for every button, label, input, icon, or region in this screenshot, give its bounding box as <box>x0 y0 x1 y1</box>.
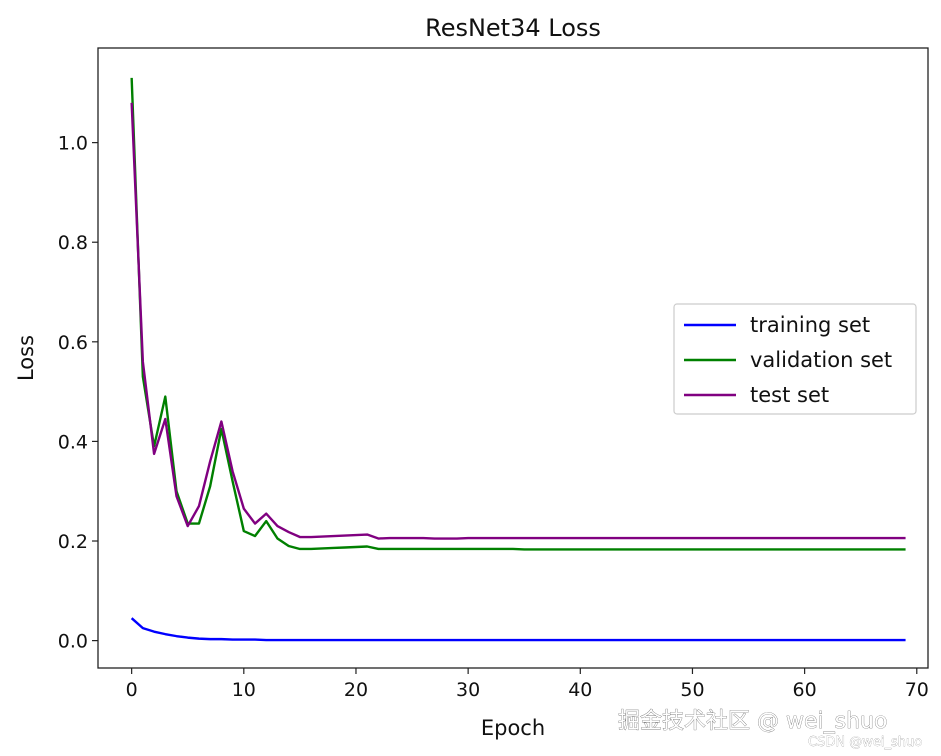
legend: training set validation set test set <box>673 303 917 415</box>
y-tick-label: 0.2 <box>58 531 88 553</box>
x-tick-label: 30 <box>456 679 480 701</box>
series-line-validation-set <box>130 77 906 551</box>
legend-label: validation set <box>750 348 892 372</box>
x-tick-label: 50 <box>680 679 704 701</box>
series-lines <box>130 77 906 642</box>
series-line-training-set <box>130 617 906 642</box>
series-line-test-set <box>130 102 906 540</box>
watermark-csdn: CSDN @wei_shuo <box>808 735 922 750</box>
y-tick-label: 0.0 <box>58 631 88 653</box>
x-axis-ticks: 0 10 20 30 40 50 60 70 <box>126 668 929 701</box>
y-tick-label: 1.0 <box>58 133 88 155</box>
chart-title: ResNet34 Loss <box>425 14 601 42</box>
x-tick-label: 60 <box>793 679 817 701</box>
y-tick-label: 0.6 <box>58 332 88 354</box>
y-tick-label: 0.8 <box>58 232 88 254</box>
legend-label: test set <box>750 383 829 407</box>
y-axis-ticks: 0.0 0.2 0.4 0.6 0.8 1.0 <box>58 133 98 653</box>
x-tick-label: 70 <box>905 679 929 701</box>
y-tick-label: 0.4 <box>58 431 88 453</box>
legend-box <box>673 303 917 415</box>
x-axis-label: Epoch <box>481 716 545 740</box>
x-tick-label: 10 <box>232 679 256 701</box>
watermark-main: 掘金技术社区 @ wei_shuo <box>618 709 887 734</box>
x-tick-label: 0 <box>126 679 138 701</box>
x-tick-label: 40 <box>568 679 592 701</box>
plot-frame <box>97 47 929 669</box>
legend-label: training set <box>750 313 870 337</box>
x-tick-label: 20 <box>344 679 368 701</box>
y-axis-label: Loss <box>14 335 38 381</box>
